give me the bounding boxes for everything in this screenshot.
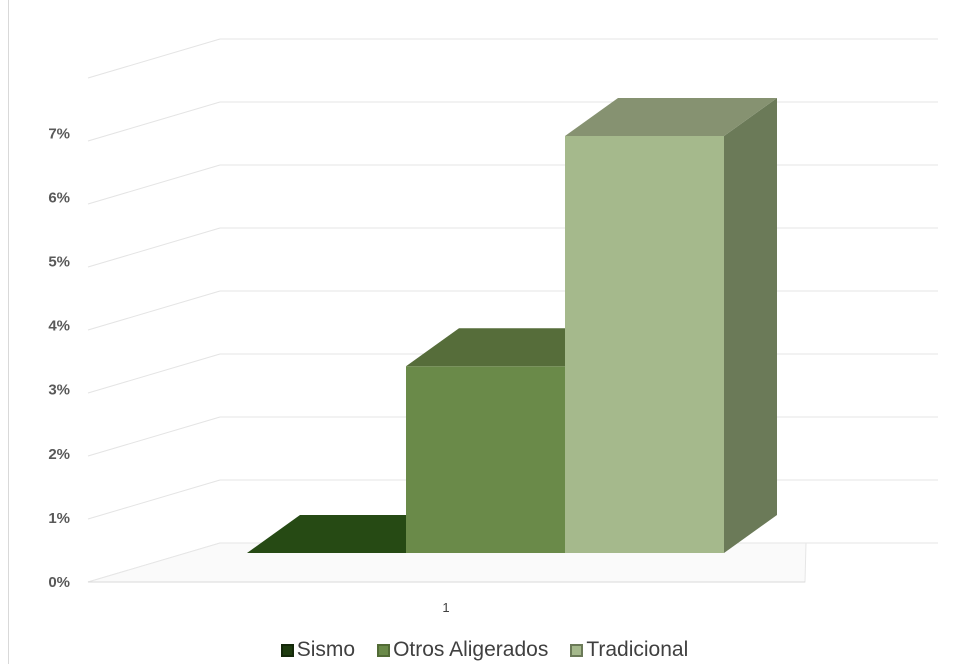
legend-item: Otros Aligerados <box>377 638 548 662</box>
bar-front-face <box>406 366 565 553</box>
y-tick-label: 5% <box>48 254 70 271</box>
bars <box>247 98 777 553</box>
y-tick-label: 2% <box>48 446 70 463</box>
x-tick-label: 1 <box>442 600 449 615</box>
legend-label: Otros Aligerados <box>393 638 549 661</box>
y-tick-label: 4% <box>48 318 70 335</box>
bar-tradicional <box>565 98 777 553</box>
legend: Sismo Otros Aligerados Tradicional <box>0 637 969 663</box>
gridline <box>87 38 938 79</box>
chart-plot: 0% 1% 2% 3% 4% 5% 6% 7% 1 <box>48 38 938 615</box>
gridline <box>87 101 938 142</box>
y-tick-label: 0% <box>48 574 70 591</box>
y-tick-label: 7% <box>48 125 70 142</box>
y-tick-label: 1% <box>48 510 70 527</box>
legend-item: Sismo <box>280 638 356 662</box>
legend-label: Tradicional <box>586 638 689 661</box>
y-axis-ticks: 0% 1% 2% 3% 4% 5% 6% 7% <box>48 125 70 591</box>
y-tick-label: 6% <box>48 189 70 206</box>
bar-side-face <box>724 98 777 553</box>
bar-front-face <box>565 136 724 553</box>
y-tick-label: 3% <box>48 382 70 399</box>
legend-swatch <box>280 643 294 657</box>
legend-swatch <box>377 643 391 657</box>
bar-top-face <box>565 98 777 136</box>
legend-item: Tradicional <box>570 638 688 662</box>
x-axis-ticks: 1 <box>442 600 449 615</box>
legend-label: Sismo <box>296 638 356 661</box>
legend-swatch <box>570 643 584 657</box>
chart-left-border <box>8 0 9 664</box>
